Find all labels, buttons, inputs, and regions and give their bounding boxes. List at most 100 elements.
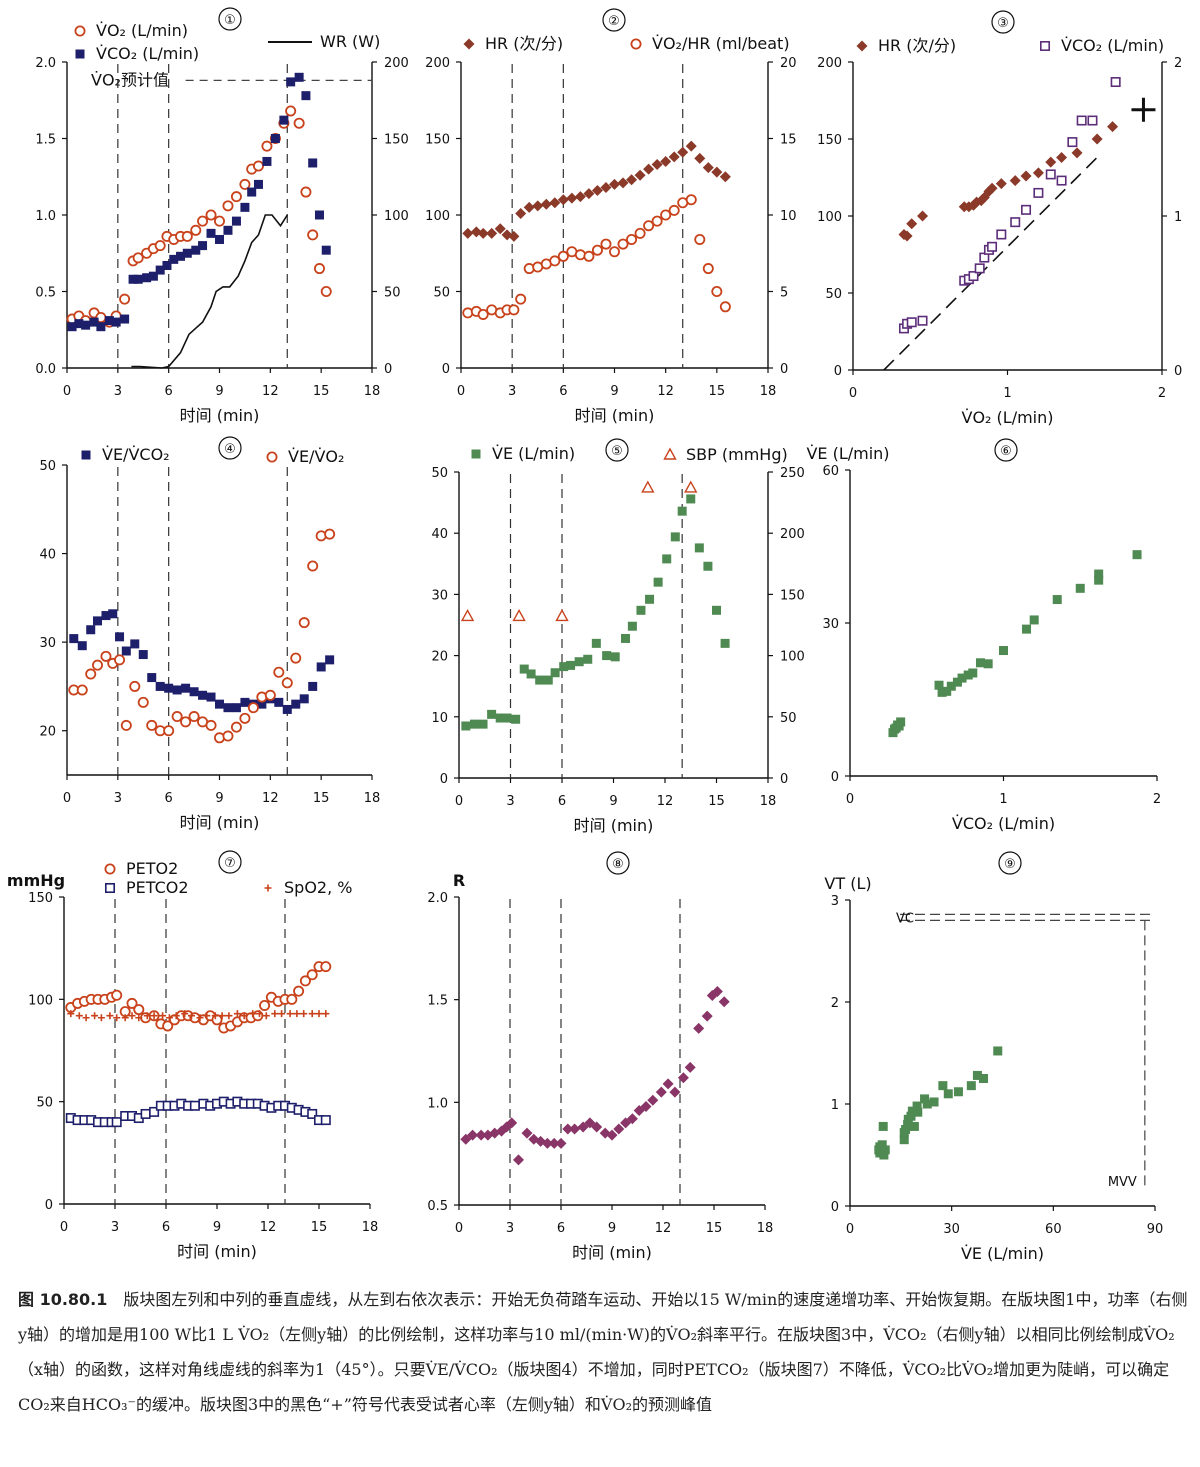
data-point: [643, 163, 655, 175]
data-point: [1045, 156, 1057, 168]
data-point: [906, 218, 918, 230]
x-axis-title: 时间 (min): [575, 406, 655, 425]
data-point: [702, 263, 714, 275]
panel-number: ⑥: [1000, 444, 1012, 459]
y2-tick-label: 2: [1174, 56, 1182, 71]
data-point: [685, 194, 697, 206]
data-point: [957, 673, 967, 683]
chart-p6: 0 1 2 0 30 60 V̇CO₂ (L/min) V̇E (L/min) ⑥: [806, 438, 1161, 833]
data-point: [515, 207, 527, 219]
data-point: [1107, 121, 1119, 133]
data-point: [523, 263, 535, 275]
data-point: [274, 697, 284, 707]
data-point: [668, 204, 680, 216]
data-point: [974, 263, 985, 274]
data-point: [979, 1074, 989, 1083]
data-point: [938, 1081, 948, 1091]
panel-number-circle: [991, 10, 1015, 34]
panel-number: ⑧: [612, 857, 624, 872]
unity-diagonal: [883, 153, 1101, 371]
y-axis-title: V̇E (L/min): [806, 444, 889, 463]
x-tick-label: 18: [364, 791, 381, 806]
y-tick-label: 0.0: [35, 362, 56, 377]
y2-tick-label: 0: [384, 362, 392, 377]
panel-number: ③: [997, 16, 1009, 31]
data-point: [562, 1123, 574, 1135]
data-point: [314, 210, 324, 220]
data-point: [163, 725, 175, 737]
data-point: [293, 117, 305, 129]
legend-marker: [471, 449, 481, 459]
y-tick-label: 10: [431, 711, 448, 726]
x-tick-label: 15: [313, 384, 330, 399]
data-point: [487, 709, 497, 719]
data-point: [557, 194, 569, 206]
legend-label: PETO2: [126, 859, 178, 878]
x-tick-label: 15: [709, 384, 726, 399]
data-point: [1052, 595, 1062, 605]
data-point: [548, 1137, 560, 1149]
data-point: [1132, 550, 1142, 560]
data-point: [181, 683, 191, 693]
legend-marker: [75, 49, 85, 59]
data-point: [486, 227, 498, 239]
data-point: [165, 1014, 173, 1022]
data-point: [282, 704, 292, 714]
data-point: [181, 1010, 189, 1018]
data-point: [693, 1022, 705, 1034]
y2-tick-label: 150: [384, 133, 409, 148]
data-point: [239, 712, 251, 724]
x-tick-label: 0: [455, 794, 463, 809]
data-point: [467, 1129, 479, 1141]
x-tick-label: 0: [457, 384, 465, 399]
data-point: [627, 621, 637, 631]
data-point: [92, 659, 104, 671]
y2-tick-label: 150: [780, 588, 805, 603]
x-tick-label: 18: [362, 1220, 379, 1235]
legend-label: V̇E (L/min): [492, 444, 575, 463]
data-point: [617, 238, 629, 250]
legend-label: HR (次/分): [878, 36, 956, 55]
chart-p4: 0 3 6 9 12 15 18 20 30 40 50 时间 (min) ④ V̇E/V̇CO₂ V̇E/…: [39, 436, 381, 832]
data-point: [119, 293, 131, 305]
x-tick-label: 3: [506, 1221, 514, 1236]
data-point: [460, 608, 475, 622]
x-axis-title: V̇E (L/min): [961, 1244, 1044, 1263]
mvv-label: MVV: [1108, 1175, 1137, 1190]
x-tick-label: 0: [63, 791, 71, 806]
data-point: [285, 105, 297, 117]
data-point: [262, 1012, 270, 1020]
data-point: [189, 1100, 200, 1111]
data-point: [162, 1020, 174, 1032]
data-point: [591, 1121, 603, 1133]
legend-label: SpO2, %: [284, 878, 352, 897]
x-tick-label: 30: [943, 1222, 960, 1237]
data-point: [662, 554, 672, 564]
panel-number-circle: [998, 851, 1022, 875]
data-point: [566, 192, 578, 204]
x-tick-label: 12: [657, 794, 674, 809]
data-point: [684, 480, 698, 493]
y-tick-label: 0: [440, 772, 448, 787]
data-point: [308, 1010, 316, 1018]
data-point: [1056, 175, 1067, 186]
panel-number-circle: [605, 438, 629, 462]
data-point: [1021, 204, 1032, 215]
data-point: [901, 230, 913, 242]
data-point: [512, 608, 526, 622]
y-tick-label: 50: [39, 459, 56, 474]
data-point: [583, 654, 593, 664]
data-point: [495, 713, 505, 723]
data-point: [972, 1070, 982, 1080]
legend-marker: [663, 447, 677, 460]
data-point: [316, 662, 326, 672]
data-point: [169, 254, 179, 264]
data-point: [506, 1117, 518, 1129]
data-point: [462, 227, 474, 239]
data-point: [85, 668, 97, 680]
y-tick-label: 0: [442, 362, 450, 377]
data-point: [685, 140, 697, 152]
data-point: [106, 1012, 114, 1020]
y-tick-label: 100: [425, 209, 450, 224]
x-tick-label: 9: [608, 1221, 616, 1236]
